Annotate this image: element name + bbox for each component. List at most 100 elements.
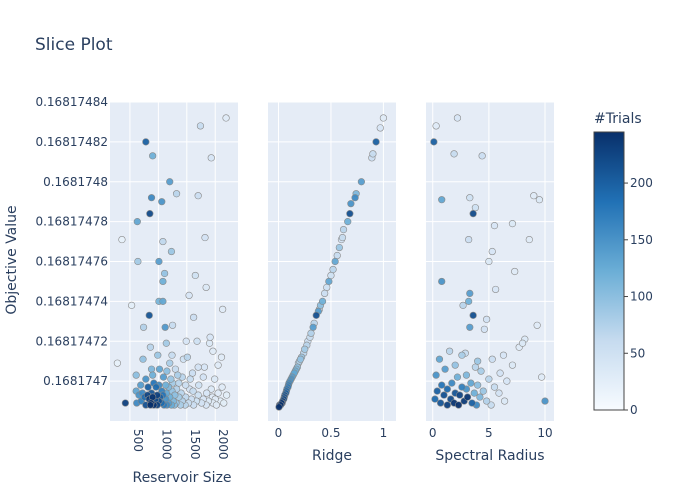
data-point [538,373,546,381]
data-point [142,375,150,383]
data-point [525,235,533,244]
data-point [503,377,511,385]
data-point [158,198,166,206]
data-point [338,233,347,242]
data-point [477,367,485,375]
data-point [146,210,154,218]
data-point [214,389,222,397]
data-point [450,150,458,158]
data-point [186,375,194,383]
data-point [301,345,309,353]
y-tick-label: 0.16817482 [35,135,108,149]
data-point [454,401,463,409]
data-point [163,367,171,375]
data-point [478,152,486,160]
y-tick-label: 0.1681748 [43,175,108,189]
data-point [508,361,517,369]
data-point [201,233,209,242]
colorbar-tick-label: 100 [630,290,653,304]
data-point [508,220,517,228]
data-point [466,194,474,202]
data-point [167,247,176,256]
x-tick-label: 10 [537,426,552,440]
data-point [171,365,180,373]
data-point [223,391,231,399]
data-point [339,226,348,234]
data-point [182,381,190,389]
data-point [453,373,462,381]
data-point [207,385,215,393]
colorbar-tick-label: 150 [630,233,653,247]
data-point [206,333,214,341]
y-tick-label: 0.16817472 [35,334,108,348]
data-point [379,114,388,122]
data-point [441,365,449,373]
data-point [495,389,503,397]
data-point [500,397,509,405]
data-point [118,235,126,244]
data-point [433,387,441,395]
data-point [219,305,227,313]
x-tick-label: 1000 [159,429,173,460]
data-point [485,257,493,266]
y-tick-label: 0.16817474 [35,294,108,308]
data-point [369,150,377,158]
data-point [346,210,354,218]
colorbar: 0 50 100 150 200 [593,131,653,417]
data-point [321,289,329,298]
data-point [518,339,527,347]
data-point [357,178,365,186]
colorbar-tick-label: 200 [630,176,653,190]
data-point [541,397,549,405]
data-point [488,247,496,256]
data-point [318,297,327,305]
data-point [175,379,183,387]
data-point [159,277,167,286]
data-point [499,351,508,359]
data-point [133,218,141,226]
data-point [443,401,451,409]
data-point [155,365,164,373]
data-point [146,343,154,351]
data-point [459,301,467,309]
data-point [194,192,202,200]
data-point [159,237,167,246]
data-point [193,337,201,345]
x-tick-label: 0.5 [321,426,340,440]
data-point [347,200,355,208]
data-point [468,399,476,407]
data-point [195,381,203,389]
x-tick-label: 1500 [188,429,202,460]
data-point [182,337,190,345]
data-point [467,379,475,387]
data-point [275,403,283,411]
data-point [312,311,320,319]
data-point [471,363,480,371]
data-point [132,371,140,379]
data-point [490,383,499,391]
data-point [480,325,488,333]
data-point [535,196,544,204]
data-point [147,194,156,202]
data-point [168,321,177,329]
data-point [214,361,222,369]
data-point [470,389,478,397]
data-point [474,357,482,365]
data-point [335,243,343,252]
data-point [451,361,459,369]
data-point [149,371,157,379]
colorbar-tick-label: 0 [630,403,638,417]
data-point [199,373,207,381]
data-point [161,323,169,331]
data-point [490,222,499,230]
data-point [331,257,339,266]
data-point [453,114,462,122]
data-point [121,399,129,407]
data-point [496,369,504,377]
data-point [483,315,491,323]
data-point [466,323,474,331]
data-point [485,375,493,383]
data-point [456,391,464,399]
